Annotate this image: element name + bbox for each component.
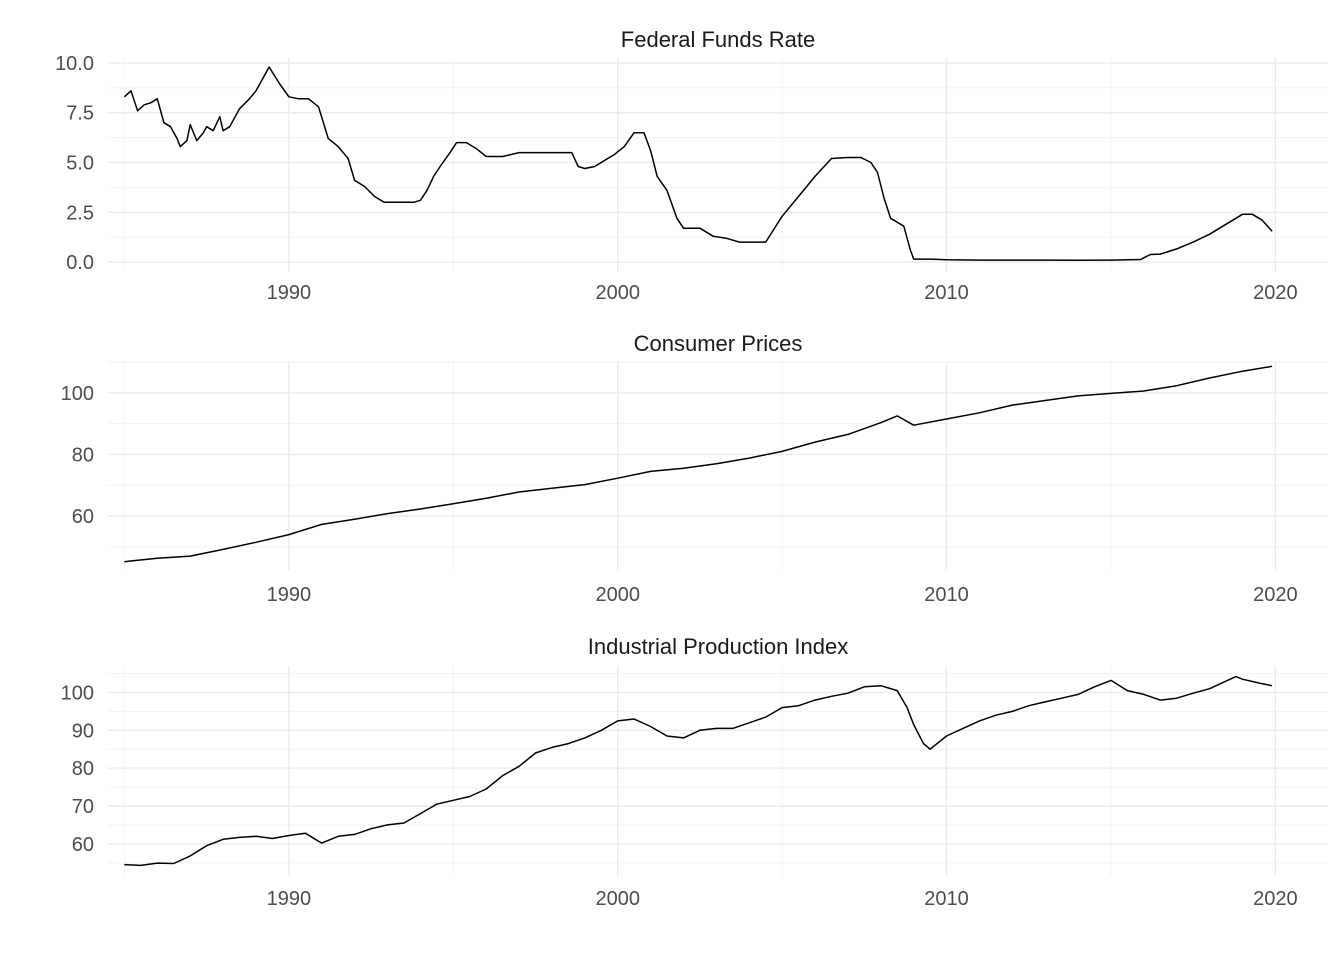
grid-federal-funds-rate xyxy=(108,58,1328,272)
x-tick-label: 2000 xyxy=(595,584,640,606)
x-tick-label: 2010 xyxy=(924,282,969,304)
y-tick-label: 10.0 xyxy=(55,53,94,75)
x-tick-label: 2020 xyxy=(1253,584,1298,606)
grid-consumer-prices xyxy=(108,361,1328,570)
y-tick-label: 60 xyxy=(72,834,94,856)
facet-industrial-production-index: Industrial Production Index 1990 2000 2010… xyxy=(61,634,1328,910)
y-tick-label: 90 xyxy=(72,720,94,742)
x-tick-label: 2010 xyxy=(924,888,969,910)
facet-title-consumer-prices: Consumer Prices xyxy=(634,331,803,356)
x-tick-label: 1990 xyxy=(267,282,312,304)
x-tick-label: 2000 xyxy=(595,282,640,304)
x-tick-label: 1990 xyxy=(267,888,312,910)
series-line-industrial-production-index xyxy=(124,675,1273,867)
facet-title-industrial-production-index: Industrial Production Index xyxy=(588,634,849,659)
x-tick-label: 2010 xyxy=(924,584,969,606)
y-tick-label: 2.5 xyxy=(66,202,94,224)
series-line-federal-funds-rate xyxy=(123,66,1273,262)
x-tick-label: 2020 xyxy=(1253,282,1298,304)
y-tick-label: 70 xyxy=(72,796,94,818)
y-tick-label: 80 xyxy=(72,444,94,466)
y-tick-label: 5.0 xyxy=(66,153,94,175)
series-line-consumer-prices xyxy=(124,365,1273,563)
y-tick-label: 100 xyxy=(61,383,94,405)
facet-consumer-prices: Consumer Prices 1990 2000 2010 2020 60 80 100 xyxy=(61,331,1328,606)
y-tick-label: 60 xyxy=(72,506,94,528)
y-tick-label: 100 xyxy=(61,682,94,704)
x-tick-label: 1990 xyxy=(267,584,312,606)
facet-federal-funds-rate: Federal Funds Rate 1990 2000 2010 2020 0.0 2.… xyxy=(55,27,1328,304)
grid-industrial-production-index xyxy=(108,666,1328,876)
y-tick-label: 7.5 xyxy=(66,103,94,125)
y-tick-label: 80 xyxy=(72,758,94,780)
x-tick-label: 2000 xyxy=(595,888,640,910)
facet-title-federal-funds-rate: Federal Funds Rate xyxy=(621,27,815,52)
x-tick-label: 2020 xyxy=(1253,888,1298,910)
y-tick-label: 0.0 xyxy=(66,252,94,274)
